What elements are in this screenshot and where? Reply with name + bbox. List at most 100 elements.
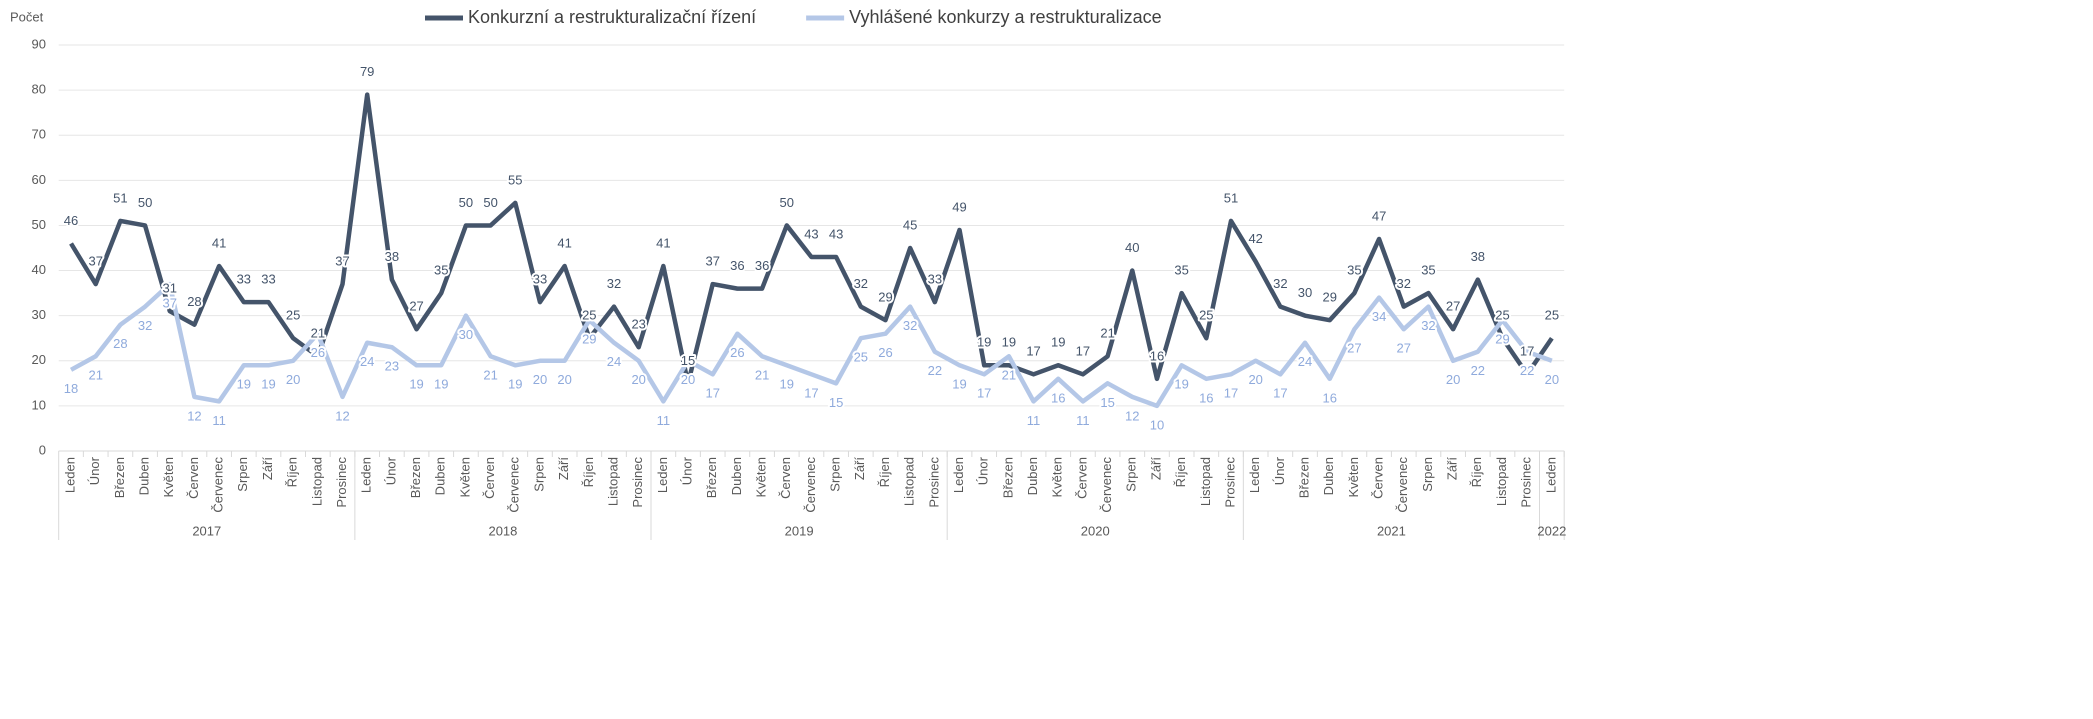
data-label: 19 <box>952 377 966 392</box>
data-label: 33 <box>533 272 547 287</box>
data-label: 38 <box>385 249 399 264</box>
data-label: 50 <box>780 195 794 210</box>
data-label: 51 <box>113 190 127 205</box>
data-label: 29 <box>1322 290 1336 305</box>
data-label: 32 <box>138 318 152 333</box>
y-tick-label: 50 <box>32 217 46 232</box>
x-tick-label: Červen <box>482 457 497 499</box>
data-label: 33 <box>237 272 251 287</box>
data-label: 37 <box>705 254 719 269</box>
legend-label: Konkurzní a restrukturalizační řízení <box>468 7 756 27</box>
data-label: 17 <box>1224 386 1238 401</box>
data-label: 47 <box>1372 208 1386 223</box>
x-tick-label: Únor <box>679 456 694 485</box>
x-tick-label: Leden <box>1247 457 1262 493</box>
x-tick-label: Duben <box>729 457 744 495</box>
data-label: 33 <box>261 272 275 287</box>
data-label: 45 <box>903 217 917 232</box>
x-tick-label: Říjen <box>877 457 892 487</box>
data-label: 32 <box>854 276 868 291</box>
x-tick-label: Únor <box>383 456 398 485</box>
data-label: 15 <box>829 395 843 410</box>
x-tick-label: Duben <box>433 457 448 495</box>
x-tick-label: Květen <box>1346 457 1361 497</box>
data-label: 17 <box>1520 344 1534 359</box>
data-label: 17 <box>705 386 719 401</box>
x-tick-label: Červenec <box>1395 457 1410 513</box>
x-tick-label: Duben <box>137 457 152 495</box>
y-axis-label: Počet <box>10 9 44 24</box>
data-label: 19 <box>409 377 423 392</box>
data-label: 27 <box>1397 341 1411 356</box>
data-label: 50 <box>138 195 152 210</box>
data-label: 19 <box>1002 335 1016 350</box>
data-label: 26 <box>878 345 892 360</box>
data-label: 37 <box>335 254 349 269</box>
x-tick-label: Listopad <box>309 457 324 506</box>
data-label: 36 <box>730 258 744 273</box>
data-label: 38 <box>1471 249 1485 264</box>
x-tick-label: Listopad <box>1494 457 1509 506</box>
data-label: 32 <box>903 318 917 333</box>
data-label: 21 <box>311 326 325 341</box>
y-tick-label: 0 <box>39 442 46 457</box>
x-tick-label: Prosinec <box>334 457 349 508</box>
data-label: 25 <box>1495 308 1509 323</box>
data-label: 25 <box>582 308 596 323</box>
year-label: 2017 <box>192 523 221 538</box>
data-label: 36 <box>755 258 769 273</box>
data-label: 17 <box>1076 344 1090 359</box>
x-tick-label: Říjen <box>1469 457 1484 487</box>
x-tick-label: Listopad <box>1198 457 1213 506</box>
data-label: 46 <box>64 213 78 228</box>
data-label: 51 <box>1224 190 1238 205</box>
data-label: 43 <box>829 226 843 241</box>
data-label: 30 <box>1298 285 1312 300</box>
x-tick-label: Květen <box>754 457 769 497</box>
data-label: 10 <box>1150 417 1164 432</box>
data-label: 11 <box>1076 413 1090 428</box>
data-label: 19 <box>237 377 251 392</box>
data-label: 26 <box>730 345 744 360</box>
data-label: 37 <box>88 254 102 269</box>
x-tick-label: Srpen <box>235 457 250 492</box>
data-label: 18 <box>64 381 78 396</box>
data-label: 20 <box>286 372 300 387</box>
data-label: 50 <box>483 195 497 210</box>
data-label: 16 <box>1150 348 1164 363</box>
x-tick-label: Červenec <box>211 457 226 513</box>
x-tick-label: Srpen <box>828 457 843 492</box>
data-label: 20 <box>557 372 571 387</box>
x-tick-label: Leden <box>359 457 374 493</box>
data-label: 41 <box>557 235 571 250</box>
x-tick-label: Červenec <box>803 457 818 513</box>
data-label: 41 <box>656 235 670 250</box>
data-label: 29 <box>582 332 596 347</box>
x-tick-label: Leden <box>655 457 670 493</box>
x-tick-label: Květen <box>457 457 472 497</box>
data-label: 22 <box>928 363 942 378</box>
data-label: 19 <box>508 377 522 392</box>
y-tick-label: 70 <box>32 127 46 142</box>
data-label: 40 <box>1125 240 1139 255</box>
x-tick-label: Duben <box>1321 457 1336 495</box>
data-label: 22 <box>1520 363 1534 378</box>
data-label: 20 <box>1545 372 1559 387</box>
data-label: 19 <box>261 377 275 392</box>
data-label: 31 <box>163 281 177 296</box>
data-label: 24 <box>607 354 621 369</box>
data-label: 32 <box>1397 276 1411 291</box>
data-label: 24 <box>1298 354 1312 369</box>
data-label: 21 <box>88 368 102 383</box>
x-tick-label: Březen <box>1000 457 1015 498</box>
x-tick-label: Prosinec <box>1519 457 1534 508</box>
x-tick-label: Červen <box>778 457 793 499</box>
series-line <box>69 92 1554 386</box>
data-label: 21 <box>1100 326 1114 341</box>
data-label: 19 <box>780 377 794 392</box>
x-tick-label: Únor <box>87 456 102 485</box>
data-label: 21 <box>755 368 769 383</box>
data-label: 19 <box>434 377 448 392</box>
x-tick-label: Březen <box>408 457 423 498</box>
data-label: 17 <box>804 386 818 401</box>
